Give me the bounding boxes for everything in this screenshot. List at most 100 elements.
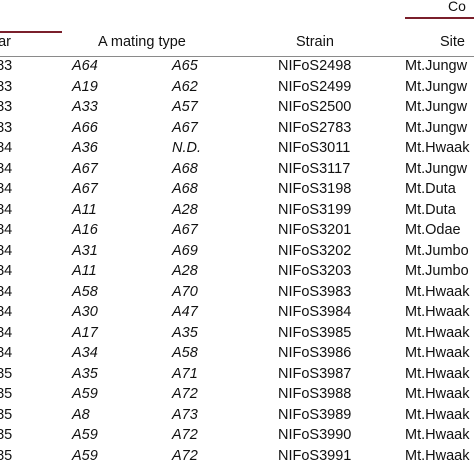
cell-site: Mt.Duta xyxy=(405,201,456,218)
cell-mating-a2: A47 xyxy=(172,304,198,320)
table-row: 985 A35 A71 NIFoS3987 Mt.Hwaak xyxy=(0,366,474,387)
cell-site: Mt.Hwaak xyxy=(405,386,470,402)
cell-site: Mt.Hwaak xyxy=(405,283,470,300)
header-year: ear xyxy=(0,34,11,50)
cell-strain: NIFoS2783 xyxy=(278,119,352,136)
cell-mating-a1: A64 xyxy=(72,58,98,74)
cell-mating-a2: A68 xyxy=(172,181,198,197)
table-row: 984 A17 A35 NIFoS3985 Mt.Hwaak xyxy=(0,325,474,346)
cell-site: Mt.Hwaak xyxy=(405,427,470,443)
cell-year: 984 xyxy=(0,181,13,197)
cell-site: Mt.Jungw xyxy=(405,119,468,136)
cell-year: 984 xyxy=(0,283,13,300)
cell-site: Mt.Hwaak xyxy=(405,345,470,361)
group-header: Co xyxy=(448,0,466,14)
cell-mating-a1: A33 xyxy=(72,99,98,115)
cell-mating-a2: A28 xyxy=(172,201,198,218)
cell-mating-a1: A34 xyxy=(72,345,98,361)
cell-year: 983 xyxy=(0,58,13,74)
cell-year: 984 xyxy=(0,160,13,177)
cell-site: Mt.Jungw xyxy=(405,99,468,115)
table-row: 983 A33 A57 NIFoS2500 Mt.Jungw xyxy=(0,99,474,120)
cell-strain: NIFoS2500 xyxy=(278,99,352,115)
cell-strain: NIFoS3117 xyxy=(278,160,351,177)
cell-year: 984 xyxy=(0,345,13,361)
group-header-rule xyxy=(405,17,474,19)
cell-year: 983 xyxy=(0,78,13,95)
table-row: 984 A11 A28 NIFoS3203 Mt.Jumbo xyxy=(0,263,474,284)
cell-mating-a2: A72 xyxy=(172,447,198,464)
table-row: 984 A67 A68 NIFoS3117 Mt.Jungw xyxy=(0,161,474,182)
cell-mating-a1: A17 xyxy=(72,324,98,341)
cell-strain: NIFoS3984 xyxy=(278,304,352,320)
cell-strain: NIFoS3198 xyxy=(278,181,352,197)
cell-strain: NIFoS3986 xyxy=(278,345,352,361)
cell-year: 984 xyxy=(0,201,13,218)
table-row: 985 A59 A72 NIFoS3991 Mt.Hwaak xyxy=(0,448,474,469)
header-strain: Strain xyxy=(296,34,334,50)
cell-mating-a2: A70 xyxy=(172,283,198,300)
table-row: 984 A34 A58 NIFoS3986 Mt.Hwaak xyxy=(0,345,474,366)
table-row: 983 A64 A65 NIFoS2498 Mt.Jungw xyxy=(0,58,474,79)
cell-mating-a1: A19 xyxy=(72,78,98,95)
cell-mating-a2: A72 xyxy=(172,427,198,443)
cell-site: Mt.Hwaak xyxy=(405,406,470,423)
cell-site: Mt.Hwaak xyxy=(405,447,470,464)
header-mating-type: A mating type xyxy=(98,34,186,50)
table-row: 985 A8 A73 NIFoS3989 Mt.Hwaak xyxy=(0,407,474,428)
cell-mating-a2: A69 xyxy=(172,242,198,259)
cell-year: 985 xyxy=(0,427,13,443)
cell-strain: NIFoS3983 xyxy=(278,283,352,300)
cell-mating-a2: A28 xyxy=(172,263,198,279)
cell-site: Mt.Jungw xyxy=(405,160,468,177)
table-row: 984 A36 N.D. NIFoS3011 Mt.Hwaak xyxy=(0,140,474,161)
table-row: 984 A30 A47 NIFoS3984 Mt.Hwaak xyxy=(0,304,474,325)
cell-strain: NIFoS3987 xyxy=(278,365,352,382)
cell-year: 984 xyxy=(0,324,13,341)
cell-strain: NIFoS3985 xyxy=(278,324,352,341)
cell-site: Mt.Hwaak xyxy=(405,304,470,320)
cell-year: 983 xyxy=(0,119,13,136)
cell-mating-a2: A67 xyxy=(172,119,198,136)
cell-mating-a1: A11 xyxy=(72,263,97,279)
table-body: 983 A64 A65 NIFoS2498 Mt.Jungw 983 A19 A62 NIFoS… xyxy=(0,58,474,468)
cell-site: Mt.Hwaak xyxy=(405,324,470,341)
cell-mating-a1: A66 xyxy=(72,119,98,136)
cell-mating-a1: A35 xyxy=(72,365,98,382)
cell-mating-a2: A72 xyxy=(172,386,198,402)
cell-year: 983 xyxy=(0,99,13,115)
cell-year: 985 xyxy=(0,365,13,382)
cell-mating-a2: A73 xyxy=(172,406,198,423)
cell-strain: NIFoS3011 xyxy=(278,140,351,156)
table-row: 984 A58 A70 NIFoS3983 Mt.Hwaak xyxy=(0,284,474,305)
cell-mating-a2: A35 xyxy=(172,324,198,341)
cell-mating-a1: A31 xyxy=(72,242,98,259)
cell-mating-a2: A68 xyxy=(172,160,198,177)
cell-site: Mt.Hwaak xyxy=(405,140,470,156)
cell-mating-a2: A71 xyxy=(172,365,198,382)
cell-mating-a1: A58 xyxy=(72,283,98,300)
cell-mating-a1: A36 xyxy=(72,140,98,156)
cell-strain: NIFoS3202 xyxy=(278,242,352,259)
cell-mating-a1: A59 xyxy=(72,447,98,464)
cell-year: 985 xyxy=(0,406,13,423)
cell-strain: NIFoS3990 xyxy=(278,427,352,443)
header-divider xyxy=(0,56,474,57)
cell-site: Mt.Jumbo xyxy=(405,263,469,279)
cell-strain: NIFoS2498 xyxy=(278,58,352,74)
table-row: 985 A59 A72 NIFoS3988 Mt.Hwaak xyxy=(0,386,474,407)
cell-site: Mt.Odae xyxy=(405,222,461,238)
table-row: 984 A11 A28 NIFoS3199 Mt.Duta xyxy=(0,202,474,223)
cell-year: 985 xyxy=(0,447,13,464)
cell-year: 984 xyxy=(0,304,13,320)
cell-strain: NIFoS3989 xyxy=(278,406,352,423)
cell-site: Mt.Jungw xyxy=(405,58,468,74)
cell-year: 984 xyxy=(0,242,13,259)
top-rule xyxy=(0,31,62,33)
cell-mating-a2: A65 xyxy=(172,58,198,74)
cell-mating-a2: N.D. xyxy=(172,140,201,156)
cell-mating-a1: A67 xyxy=(72,160,98,177)
table-row: 984 A31 A69 NIFoS3202 Mt.Jumbo xyxy=(0,243,474,264)
cell-mating-a1: A67 xyxy=(72,181,98,197)
cell-site: Mt.Jungw xyxy=(405,78,468,95)
